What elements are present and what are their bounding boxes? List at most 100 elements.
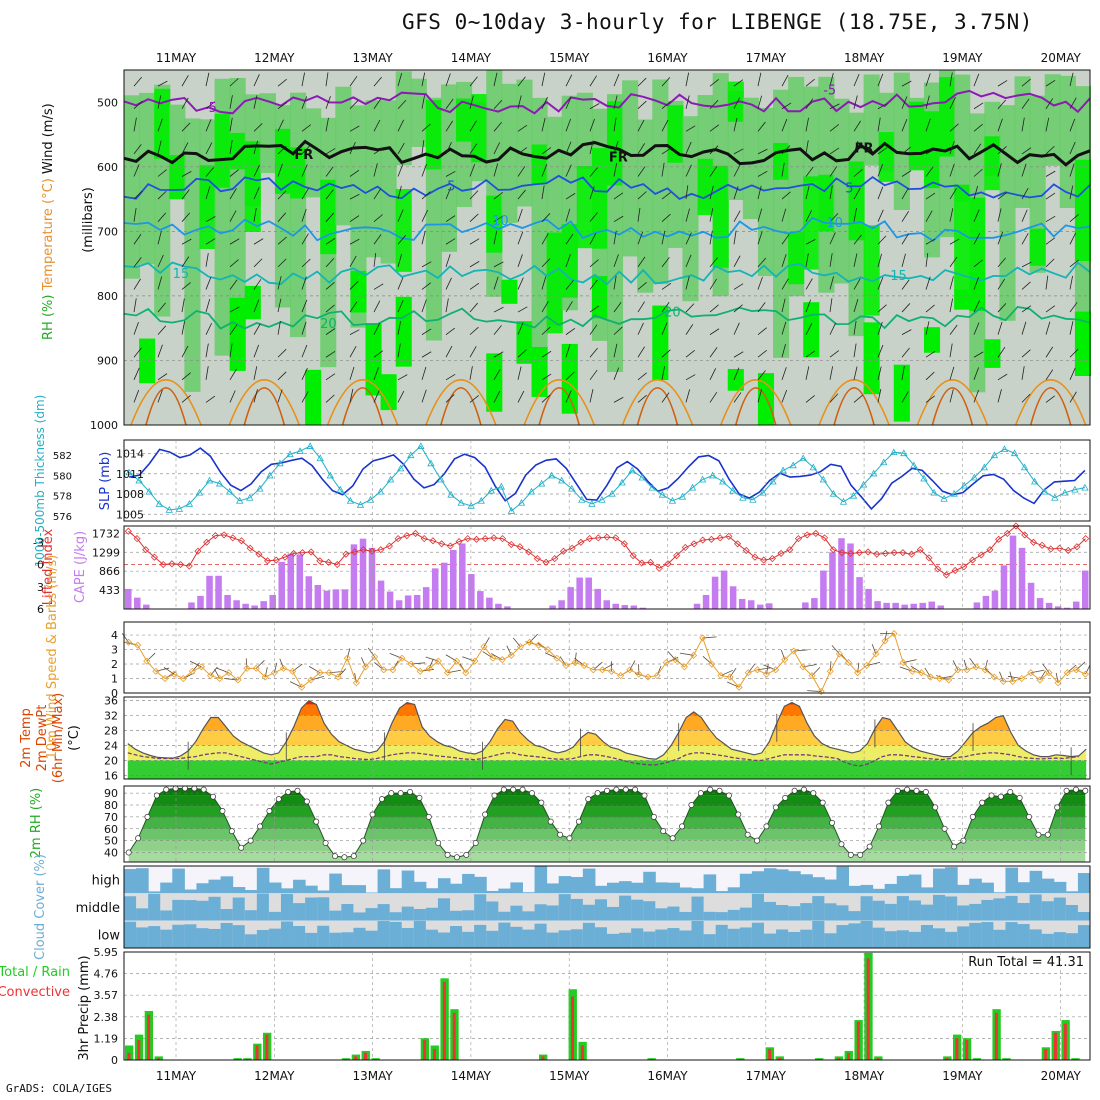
rh-point: [472, 840, 479, 846]
wind-barb: [661, 257, 670, 268]
wind-barb: [205, 395, 216, 403]
wind-barb: [589, 103, 600, 110]
wind-speed-point: [872, 650, 880, 658]
cloud-cell: [788, 906, 801, 921]
rh-tick: 50: [104, 835, 118, 848]
li-point: [281, 553, 289, 561]
rh-fill-high: [561, 343, 578, 414]
wind-speed-point: [699, 634, 707, 642]
wind-barb: [805, 278, 813, 290]
cloud-cell: [341, 932, 354, 948]
rh-point: [979, 799, 986, 806]
cloud-cell: [1065, 933, 1079, 948]
wind-barb: [1045, 346, 1054, 358]
wind-barb: [565, 118, 572, 132]
cape-bar: [251, 605, 258, 609]
rh-fill-high: [923, 327, 941, 353]
cloud-cell: [160, 910, 173, 921]
li-point: [351, 548, 359, 556]
wind-barb-10m: [667, 651, 676, 660]
wind-barb: [541, 185, 545, 200]
wind-barb: [1069, 72, 1074, 87]
wind-barb: [253, 123, 263, 132]
li-point: [464, 535, 472, 543]
wind-barb: [925, 166, 934, 177]
cape-bar: [738, 598, 746, 609]
wind-barb: [421, 351, 432, 358]
li-point: [725, 532, 733, 540]
y-tick-pressure: 900: [97, 354, 118, 367]
li-point: [377, 546, 385, 554]
rh-point: [763, 823, 770, 830]
rh-band: [128, 850, 1086, 862]
temp-axis-label: 2m Temp2m DewPt(6hr Min/Max)(°C): [19, 693, 82, 783]
wind-speed-point: [170, 670, 178, 678]
cloud-cell: [945, 867, 958, 894]
wind-speed-point: [626, 666, 634, 674]
thickness-point: [628, 466, 636, 474]
cloud-row-label: middle: [76, 901, 120, 916]
wind-speed-point: [143, 657, 151, 665]
rh-point: [510, 786, 517, 793]
li-point: [899, 549, 907, 557]
cloud-row-label: low: [98, 928, 121, 943]
rh-fill-mid: [365, 100, 382, 258]
cape-bar: [991, 590, 999, 609]
cloud-cell: [377, 921, 391, 948]
warm-contour: [243, 387, 286, 426]
wind-barb: [925, 192, 936, 200]
wind-speed-point: [890, 630, 898, 638]
li-point: [751, 553, 759, 561]
precip-convective-bar: [837, 1058, 841, 1060]
wind-speed-point: [252, 664, 260, 672]
cape-bar: [323, 590, 331, 609]
date-label-top: 13MAY: [352, 51, 393, 65]
wind-barb: [421, 140, 425, 154]
wind-barb: [589, 232, 597, 245]
wind-barb: [229, 95, 233, 109]
cloud-cell: [776, 929, 789, 948]
wind-barb: [733, 255, 741, 268]
wind-barb: [637, 394, 647, 403]
wind-barb: [685, 303, 695, 313]
wind-barb: [565, 254, 571, 267]
rh-point: [266, 807, 273, 814]
thickness-point: [698, 475, 707, 483]
wind-barb: [397, 99, 407, 110]
wind-barb: [949, 389, 954, 403]
wind-barb: [901, 96, 908, 109]
wind-speed-point: [325, 669, 333, 677]
wind-speed-point: [380, 666, 388, 674]
rh-point: [1016, 794, 1023, 801]
li-point: [150, 553, 159, 561]
wind-barb: [685, 254, 692, 268]
rh-tick: 90: [104, 787, 118, 800]
thickness-point: [729, 486, 737, 494]
rh-point: [1082, 787, 1089, 794]
wind-speed-point: [525, 638, 534, 646]
cape-bar: [612, 603, 620, 609]
cloud-cell: [848, 911, 862, 921]
rh-fill-high: [546, 232, 563, 334]
thickness-tick: 582: [53, 451, 72, 462]
li-point: [246, 544, 254, 552]
cloud-cell: [160, 929, 173, 948]
cloud-cell: [450, 883, 463, 894]
rh-fill-high: [984, 136, 1001, 191]
cape-bar: [260, 601, 267, 609]
wind-barb: [853, 73, 860, 87]
wind-barb: [421, 123, 431, 132]
cape-bar: [287, 553, 295, 609]
wind-barb: [133, 298, 137, 313]
li-point: [951, 566, 959, 575]
contour-label: 20: [320, 317, 337, 332]
wind-barb: [157, 230, 162, 245]
wind-speed-point: [607, 667, 616, 675]
wind-speed-point: [863, 661, 871, 670]
thickness-point: [175, 505, 184, 512]
cloud-cell: [148, 893, 161, 921]
temp-band: [127, 715, 1087, 731]
wind-barb: [997, 146, 1007, 155]
cloud-cell: [703, 911, 717, 921]
wind-barb: [301, 258, 311, 268]
